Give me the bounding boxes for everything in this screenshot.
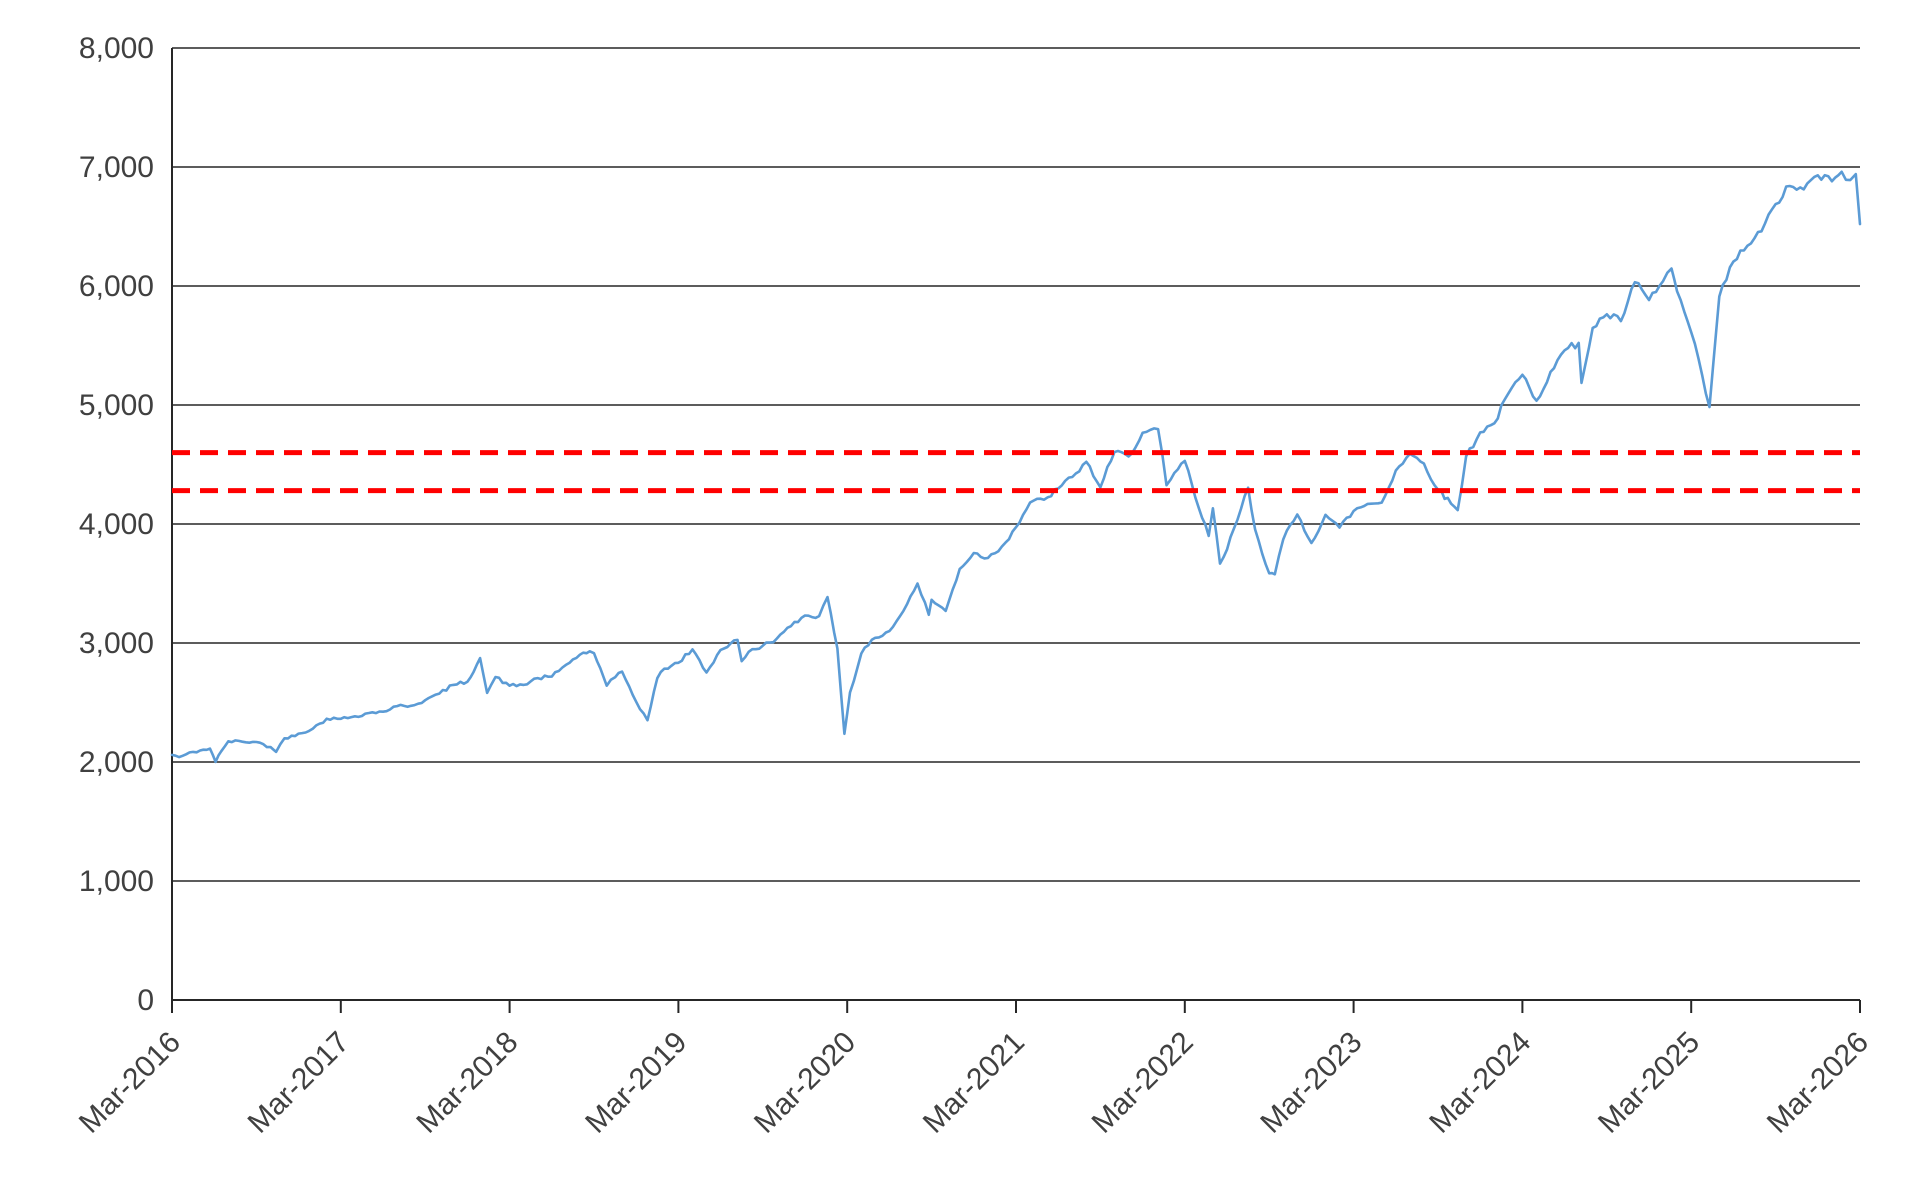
y-tick-label: 3,000 (79, 627, 154, 660)
y-tick-label: 7,000 (79, 151, 154, 184)
x-tick-label: Mar-2019 (579, 1026, 693, 1140)
x-tick-label: Mar-2024 (1423, 1026, 1537, 1140)
x-tick-label: Mar-2022 (1086, 1026, 1200, 1140)
x-tick-label: Mar-2025 (1592, 1026, 1706, 1140)
x-tick-label: Mar-2018 (410, 1026, 524, 1140)
y-tick-label: 6,000 (79, 270, 154, 303)
y-tick-label: 1,000 (79, 865, 154, 898)
x-tick-label: Mar-2021 (917, 1026, 1031, 1140)
y-tick-label: 2,000 (79, 746, 154, 779)
series-line-index-level (170, 170, 1862, 764)
x-tick-label: Mar-2016 (73, 1026, 187, 1140)
y-tick-label: 4,000 (79, 508, 154, 541)
y-tick-label: 5,000 (79, 389, 154, 422)
y-tick-label: 8,000 (79, 32, 154, 65)
x-tick-label: Mar-2023 (1254, 1026, 1368, 1140)
x-tick-label: Mar-2017 (242, 1026, 356, 1140)
x-tick-label: Mar-2020 (748, 1026, 862, 1140)
x-tick-label: Mar-2026 (1761, 1026, 1875, 1140)
y-tick-label: 0 (137, 984, 154, 1017)
